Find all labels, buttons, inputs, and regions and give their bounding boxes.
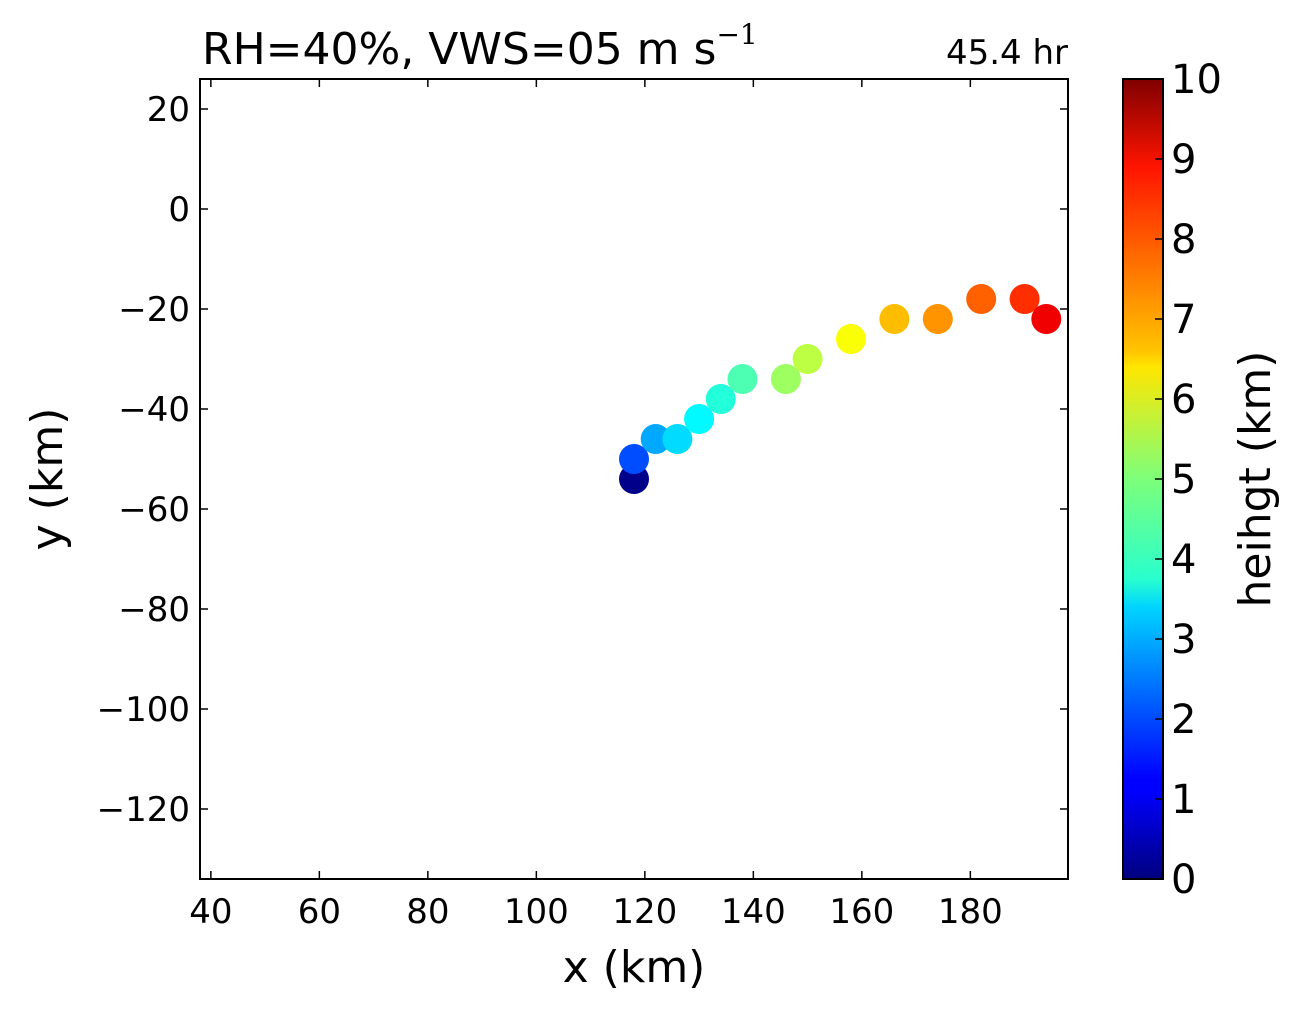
x-tick-label: 180 xyxy=(938,892,1003,932)
colorbar-tick-label: 5 xyxy=(1171,457,1196,503)
y-axis-ticks: 20 0 −20 −40 −60 −80 −100 −120 xyxy=(97,90,1068,830)
colorbar-ticks: 0 1 2 3 4 5 6 7 8 9 10 xyxy=(1155,57,1222,903)
scatter-point xyxy=(619,444,649,474)
colorbar-tick-label: 6 xyxy=(1171,377,1196,423)
y-tick-label: −60 xyxy=(118,490,190,530)
plot-frame xyxy=(199,78,1069,880)
colorbar-tick-label: 0 xyxy=(1171,857,1196,903)
scatter-point xyxy=(1009,284,1040,314)
x-tick-label: 100 xyxy=(504,892,569,932)
scatter-points xyxy=(619,284,1062,494)
scatter-point xyxy=(792,344,823,374)
scatter-point xyxy=(879,304,910,334)
y-tick-label: −20 xyxy=(118,290,190,330)
y-tick-label: −100 xyxy=(97,690,190,730)
x-axis-label: x (km) xyxy=(563,942,706,993)
colorbar-label: heihgt (km) xyxy=(1230,351,1281,608)
x-tick-label: 60 xyxy=(298,892,341,932)
y-tick-label: 0 xyxy=(168,190,190,230)
colorbar-tick-label: 9 xyxy=(1171,137,1196,183)
y-axis-label: y (km) xyxy=(22,408,73,551)
colorbar-tick-label: 1 xyxy=(1171,777,1196,823)
colorbar-tick-label: 10 xyxy=(1171,57,1222,103)
colorbar-tick-label: 2 xyxy=(1171,697,1196,743)
title-superscript: −1 xyxy=(716,18,757,51)
chart-title: RH=40%, VWS=05 m s−1 xyxy=(202,18,758,75)
colorbar-tick-label: 3 xyxy=(1171,617,1196,663)
y-tick-label: −80 xyxy=(118,590,190,630)
y-tick-label: −40 xyxy=(118,390,190,430)
scatter-point xyxy=(770,364,801,394)
colorbar-tick-label: 8 xyxy=(1171,217,1196,263)
scatter-point xyxy=(705,384,736,414)
scatter-point xyxy=(662,424,693,454)
x-axis-ticks: 40 60 80 100 120 140 160 180 xyxy=(189,79,1003,932)
x-tick-label: 140 xyxy=(721,892,786,932)
scatter-point xyxy=(836,324,866,354)
scatter-point xyxy=(1031,304,1062,334)
scatter-point xyxy=(684,404,715,434)
y-tick-label: 20 xyxy=(147,90,190,130)
scatter-point xyxy=(727,364,758,394)
scatter-point xyxy=(966,284,997,314)
x-tick-label: 120 xyxy=(612,892,677,932)
scatter-point xyxy=(922,304,953,334)
colorbar-tick-label: 7 xyxy=(1171,297,1196,343)
time-annotation: 45.4 hr xyxy=(946,33,1068,73)
x-tick-label: 160 xyxy=(829,892,894,932)
y-tick-label: −120 xyxy=(97,790,190,830)
x-tick-label: 80 xyxy=(406,892,449,932)
colorbar-tick-label: 4 xyxy=(1171,537,1196,583)
x-tick-label: 40 xyxy=(189,892,232,932)
scatter-point xyxy=(640,424,671,454)
